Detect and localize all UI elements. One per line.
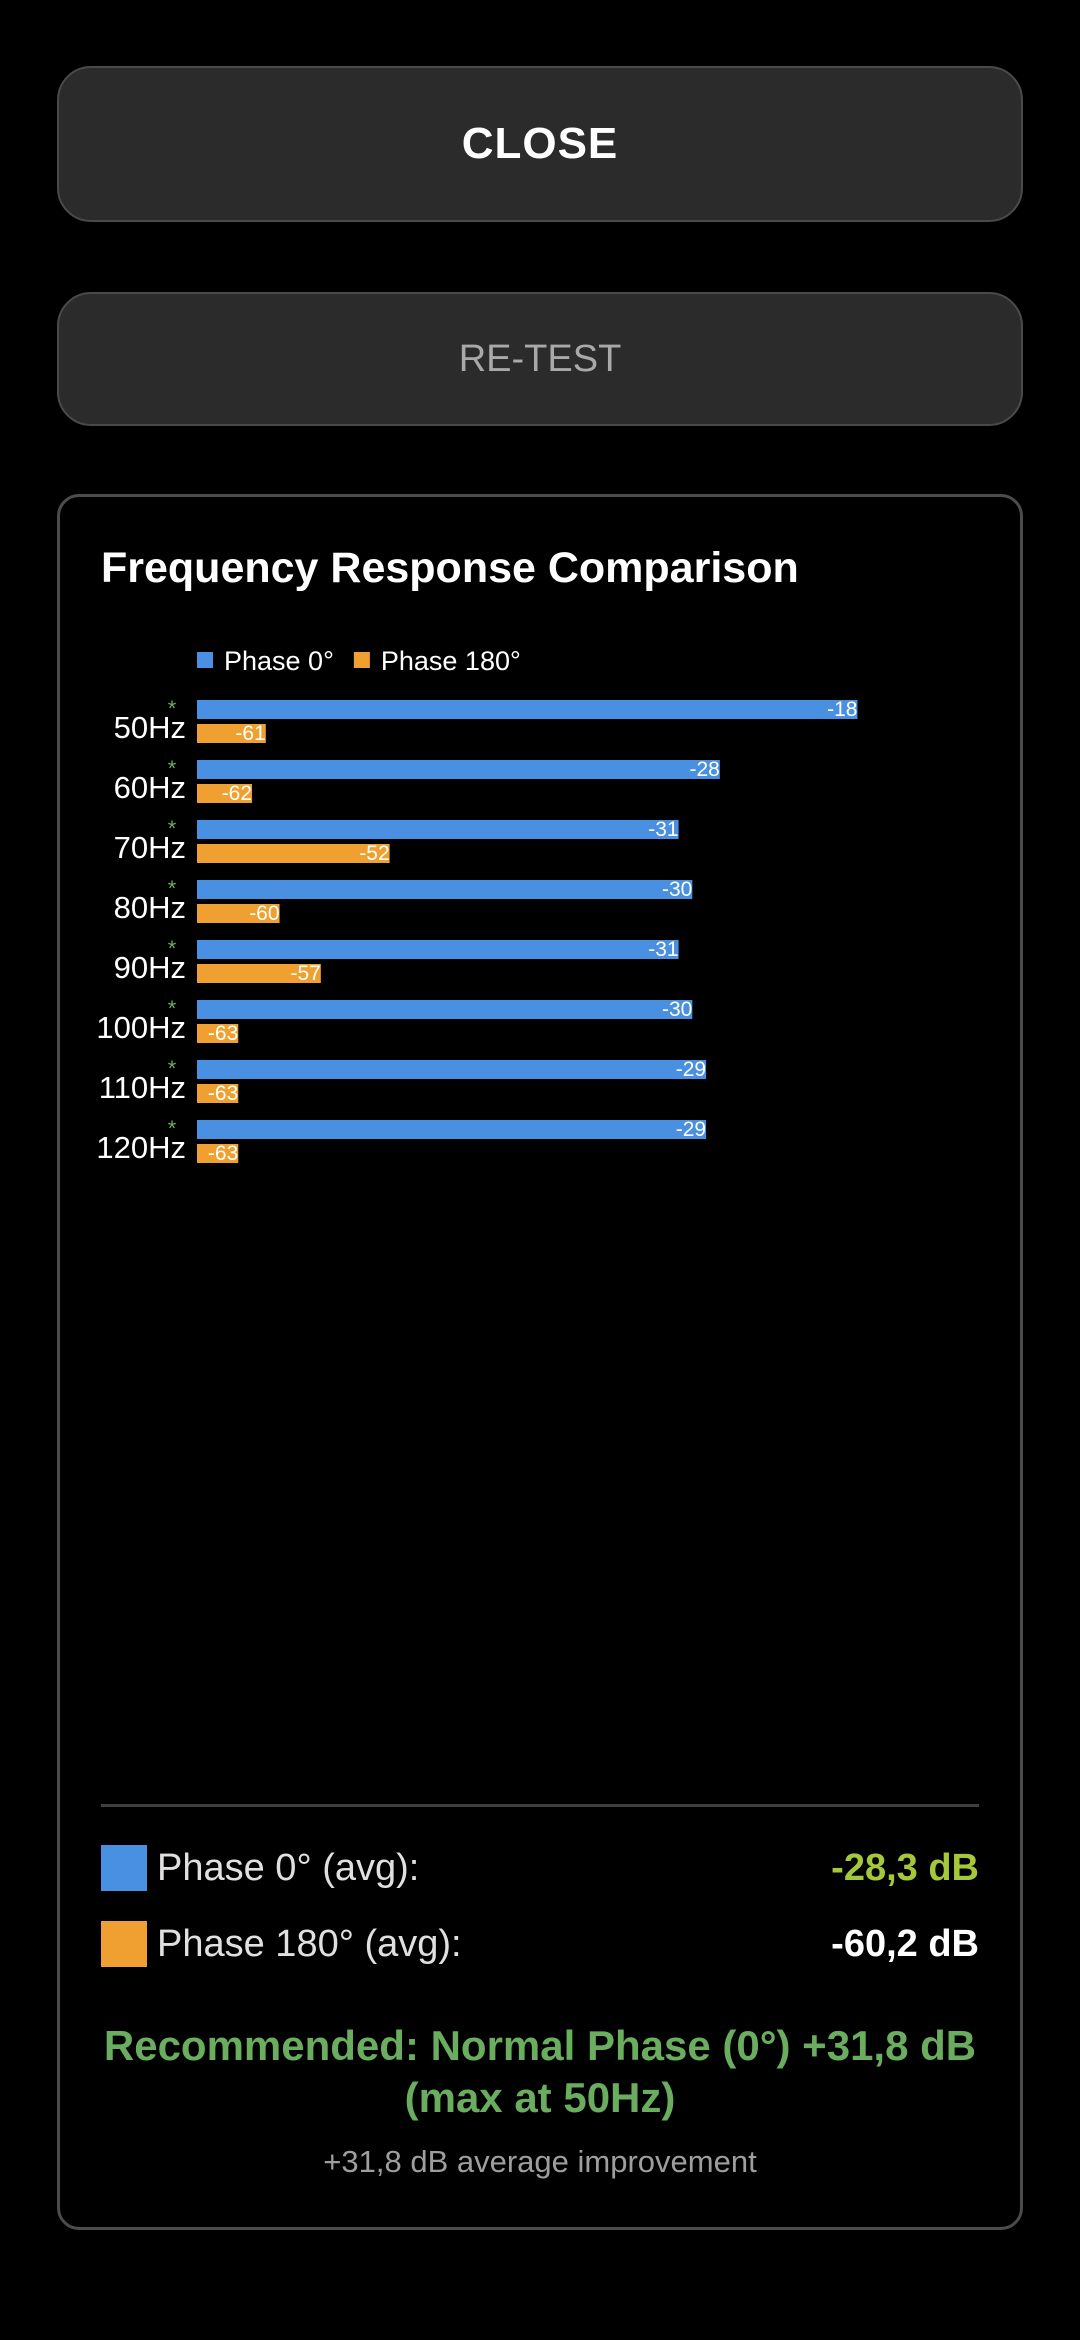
data-label: -29	[676, 1118, 706, 1141]
phase0-average-value: -28,3 dB	[831, 1846, 979, 1889]
bar-phase180	[197, 844, 390, 863]
bar-phase0	[197, 700, 858, 719]
legend-swatch-0	[197, 652, 213, 668]
improvement-text: +31,8 dB average improvement	[323, 2144, 757, 2179]
legend-swatch-1	[353, 652, 370, 668]
category-label: 90Hz	[114, 950, 186, 985]
phase180-swatch	[101, 1921, 147, 1967]
category-label: 100Hz	[96, 1010, 186, 1045]
bar-phase180	[197, 1084, 239, 1103]
bar-phase0	[197, 880, 693, 899]
bar-phase180	[197, 1144, 239, 1163]
data-label: -57	[290, 962, 320, 985]
data-label: -30	[662, 998, 692, 1021]
category-marker-icon: *	[168, 1056, 177, 1081]
legend-label-0: Phase 0°	[224, 646, 334, 676]
category-marker-icon: *	[168, 816, 177, 841]
data-label: -31	[648, 938, 678, 961]
data-label: -18	[827, 698, 857, 721]
data-label: -60	[249, 902, 279, 925]
category-marker-icon: *	[168, 1116, 177, 1141]
category-marker-icon: *	[168, 756, 177, 781]
category-marker-icon: *	[168, 876, 177, 901]
bar-phase0	[197, 1000, 693, 1019]
category-label: 60Hz	[114, 770, 186, 805]
data-label: -29	[676, 1058, 706, 1081]
data-label: -30	[662, 878, 692, 901]
chart-title: Frequency Response Comparison	[101, 544, 799, 592]
bar-phase0	[197, 940, 679, 959]
data-label: -31	[648, 818, 678, 841]
results-card	[57, 494, 1023, 2230]
data-label: -61	[235, 722, 265, 745]
phase180-average-label: Phase 180° (avg):	[157, 1922, 462, 1965]
recommendation-text: Recommended: Normal Phase (0°) +31,8 dB …	[103, 2022, 977, 2121]
bar-phase0	[197, 1120, 707, 1139]
data-label: -63	[208, 1082, 238, 1105]
category-label: 120Hz	[96, 1130, 186, 1165]
retest-button[interactable]: RE-TEST	[57, 292, 1023, 426]
bar-phase180	[197, 1024, 239, 1043]
summary-divider	[101, 1804, 979, 1807]
bar-phase180	[197, 724, 266, 743]
bar-phase180	[197, 904, 280, 923]
legend-label-1: Phase 180°	[381, 646, 521, 676]
close-button[interactable]: CLOSE	[57, 66, 1023, 222]
bar-phase180	[197, 964, 321, 983]
phase180-average-value: -60,2 dB	[831, 1922, 979, 1965]
category-label: 80Hz	[114, 890, 186, 925]
category-marker-icon: *	[168, 936, 177, 961]
data-label: -63	[208, 1142, 238, 1165]
category-label: 110Hz	[99, 1070, 186, 1105]
phase180-average-row: Phase 180° (avg): -60,2 dB	[101, 1921, 979, 1967]
bar-phase0	[197, 1060, 707, 1079]
data-label: -52	[359, 842, 389, 865]
bar-phase180	[197, 784, 253, 803]
category-marker-icon: *	[168, 696, 177, 721]
category-marker-icon: *	[168, 996, 177, 1021]
data-label: -62	[222, 782, 252, 805]
category-label: 50Hz	[114, 710, 186, 745]
data-label: -28	[689, 758, 719, 781]
phase0-average-label: Phase 0° (avg):	[157, 1846, 420, 1889]
data-label: -63	[208, 1022, 238, 1045]
phase0-average-row: Phase 0° (avg): -28,3 dB	[101, 1845, 979, 1891]
category-label: 70Hz	[114, 830, 186, 865]
phase0-swatch	[101, 1845, 147, 1891]
bar-phase0	[197, 820, 679, 839]
bar-phase0	[197, 760, 720, 779]
